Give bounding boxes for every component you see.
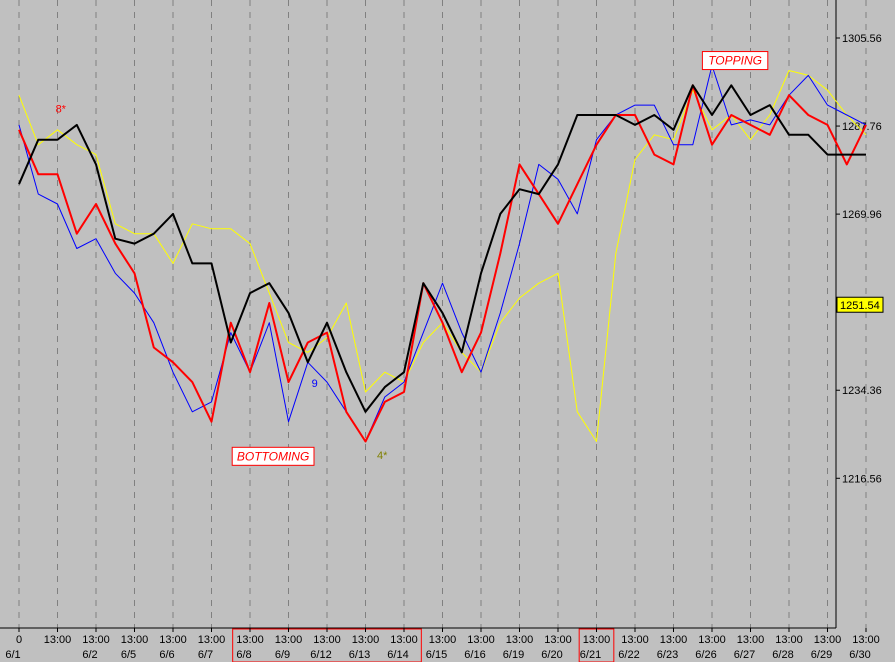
y-tick-label: 1216.56	[842, 473, 882, 485]
y-tick-label: 1287.76	[842, 121, 882, 133]
x-tick-time: 13:00	[198, 634, 226, 646]
x-tick-time: 13:00	[737, 634, 765, 646]
x-tick-date: 6/7	[198, 649, 213, 661]
x-tick-date: 6/22	[618, 649, 639, 661]
x-tick-time: 13:00	[583, 634, 611, 646]
x-tick-time: 13:00	[121, 634, 149, 646]
x-tick-date: 6/5	[121, 649, 136, 661]
x-tick-time: 13:00	[313, 634, 341, 646]
annotation-label: TOPPING	[708, 54, 762, 68]
x-tick-date: 6/30	[849, 649, 870, 661]
x-tick-date: 6/2	[82, 649, 97, 661]
x-tick-time: 13:00	[775, 634, 803, 646]
point-label: 8*	[56, 104, 67, 116]
x-tick-date: 6/8	[236, 649, 251, 661]
x-tick-time: 13:00	[544, 634, 572, 646]
x-tick-date: 6/13	[349, 649, 370, 661]
x-tick-date: 6/26	[695, 649, 716, 661]
y-tick-label: 1234.36	[842, 385, 882, 397]
x-tick-time: 13:00	[467, 634, 495, 646]
x-tick-date: 6/29	[811, 649, 832, 661]
x-tick-time: 13:00	[82, 634, 110, 646]
x-tick-date: 6/19	[503, 649, 524, 661]
x-tick-time: 13:00	[852, 634, 880, 646]
annotation-label: BOTTOMING	[237, 449, 309, 463]
x-tick-time: 13:00	[159, 634, 187, 646]
series-line-000000	[18, 84, 866, 413]
x-tick-date: 6/9	[275, 649, 290, 661]
x-tick-date: 6/15	[426, 649, 447, 661]
series-line-ff0000	[18, 84, 867, 443]
annotation-box	[231, 446, 315, 466]
x-tick-date: 6/23	[657, 649, 678, 661]
x-tick-time: 13:00	[814, 634, 842, 646]
x-tick-time: 13:00	[506, 634, 534, 646]
x-tick-date: 6/21	[580, 649, 601, 661]
y-tick-label: 1305.56	[842, 33, 882, 45]
x-tick-date: 6/12	[310, 649, 331, 661]
x-tick-date: 6/28	[772, 649, 793, 661]
point-label: 9	[312, 378, 318, 390]
x-tick-time: 0	[16, 634, 22, 646]
x-tick-time: 13:00	[621, 634, 649, 646]
y-tick-label: 1269.96	[842, 209, 882, 221]
x-tick-time: 13:00	[698, 634, 726, 646]
x-tick-date: 6/16	[464, 649, 485, 661]
x-tick-date: 6/14	[387, 649, 408, 661]
x-tick-date: 6/1	[5, 649, 20, 661]
x-tick-time: 13:00	[275, 634, 303, 646]
point-label: 4*	[377, 450, 388, 462]
series-line-0000ff	[18, 65, 867, 442]
x-tick-date: 6/6	[159, 649, 174, 661]
x-tick-date: 6/27	[734, 649, 755, 661]
x-tick-time: 13:00	[429, 634, 457, 646]
x-tick-time: 13:00	[352, 634, 380, 646]
x-tick-time: 13:00	[44, 634, 72, 646]
x-tick-time: 13:00	[390, 634, 418, 646]
last-value-label: 1251.54	[840, 300, 880, 312]
last-value-box	[836, 296, 884, 313]
x-tick-time: 13:00	[660, 634, 688, 646]
x-tick-date: 6/20	[541, 649, 562, 661]
x-tick-time: 13:00	[236, 634, 264, 646]
annotation-box	[701, 51, 769, 71]
